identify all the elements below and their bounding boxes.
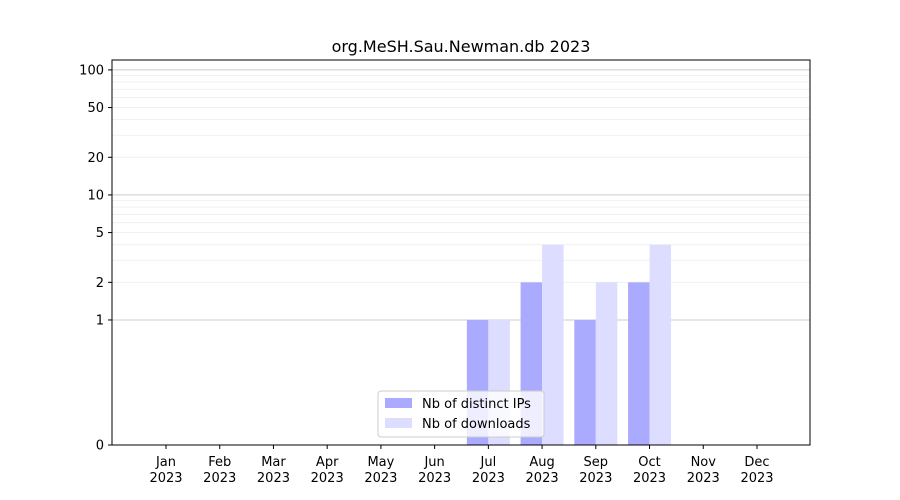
x-tick-month: Jan bbox=[155, 455, 176, 470]
axes-frame bbox=[111, 59, 811, 446]
y-tick-label: 2 bbox=[96, 276, 104, 291]
x-tick-month: Oct bbox=[638, 455, 660, 470]
x-tick-year: 2023 bbox=[364, 471, 397, 486]
x-tick-year: 2023 bbox=[740, 471, 773, 486]
bar-distinct-ips bbox=[574, 319, 596, 445]
x-tick-month: Apr bbox=[316, 455, 339, 470]
x-tick-label: Mar 2023 bbox=[257, 455, 290, 486]
x-tick-label: Nov 2023 bbox=[687, 455, 720, 486]
chart-title: org.MeSH.Sau.Newman.db 2023 bbox=[332, 37, 591, 56]
legend-swatch bbox=[385, 418, 412, 428]
x-tick-month: Dec bbox=[744, 455, 769, 470]
x-tick-month: Sep bbox=[584, 455, 609, 470]
x-tick-month: Mar bbox=[261, 455, 286, 470]
legend-box bbox=[377, 390, 545, 438]
legend-swatch bbox=[385, 398, 412, 408]
bar-downloads bbox=[595, 282, 618, 445]
bar-downloads bbox=[649, 244, 672, 445]
x-tick-label: Aug 2023 bbox=[526, 455, 559, 486]
y-axis: 0 1 2 5 10 20 50 100 bbox=[79, 63, 112, 454]
x-tick-month: Nov bbox=[691, 455, 717, 470]
legend-label: Nb of downloads bbox=[422, 417, 531, 432]
y-tick-label: 10 bbox=[87, 188, 104, 203]
x-tick-year: 2023 bbox=[149, 471, 182, 486]
legend-label: Nb of distinct IPs bbox=[422, 397, 531, 412]
y-tick-label: 5 bbox=[96, 226, 104, 241]
x-tick-label: Oct 2023 bbox=[633, 455, 666, 486]
x-tick-month: Aug bbox=[529, 455, 554, 470]
x-tick-year: 2023 bbox=[526, 471, 559, 486]
x-tick-label: Jan 2023 bbox=[149, 455, 182, 486]
x-tick-year: 2023 bbox=[472, 471, 505, 486]
x-tick-month: Feb bbox=[208, 455, 231, 470]
legend: Nb of distinct IPs Nb of downloads bbox=[377, 390, 545, 438]
x-tick-year: 2023 bbox=[687, 471, 720, 486]
x-tick-label: Dec 2023 bbox=[740, 455, 773, 486]
y-tick-label: 100 bbox=[79, 63, 104, 78]
y-tick-label: 50 bbox=[87, 101, 104, 116]
bar-downloads bbox=[542, 244, 564, 445]
grid-layer bbox=[112, 69, 810, 321]
x-tick-year: 2023 bbox=[311, 471, 344, 486]
x-tick-label: Apr 2023 bbox=[311, 455, 344, 486]
x-tick-label: Feb 2023 bbox=[203, 455, 236, 486]
x-tick-year: 2023 bbox=[633, 471, 666, 486]
x-tick-year: 2023 bbox=[203, 471, 236, 486]
bar-distinct-ips bbox=[628, 282, 650, 445]
x-tick-month: Jul bbox=[480, 455, 497, 470]
x-tick-year: 2023 bbox=[257, 471, 290, 486]
x-tick-label: Jun 2023 bbox=[418, 455, 451, 486]
y-tick-label: 20 bbox=[87, 151, 104, 166]
x-tick-year: 2023 bbox=[579, 471, 612, 486]
x-tick-month: Jun bbox=[423, 455, 444, 470]
x-tick-year: 2023 bbox=[418, 471, 451, 486]
y-tick-label: 1 bbox=[96, 313, 104, 328]
x-tick-label: May 2023 bbox=[364, 455, 397, 486]
y-tick-label: 0 bbox=[96, 439, 104, 454]
x-tick-month: May bbox=[367, 455, 394, 470]
x-tick-label: Sep 2023 bbox=[579, 455, 612, 486]
x-tick-label: Jul 2023 bbox=[472, 455, 505, 486]
